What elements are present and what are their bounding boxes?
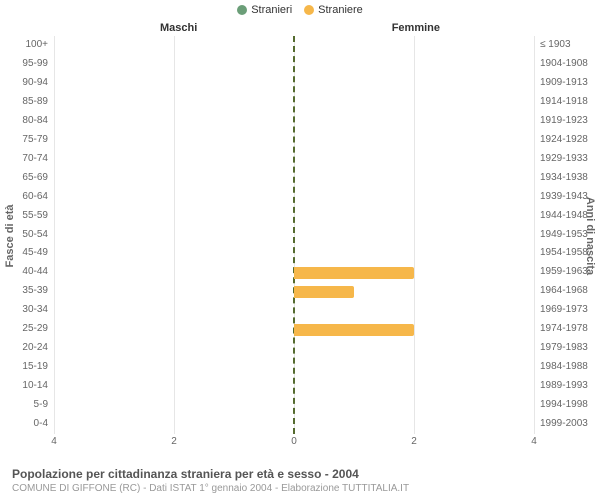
side-title-female: Femmine	[392, 22, 440, 34]
pyramid-row: 25-291974-1978	[54, 320, 534, 339]
pyramid-row: 75-791924-1928	[54, 131, 534, 150]
age-label: 20-24	[4, 339, 48, 358]
pyramid-row: 35-391964-1968	[54, 282, 534, 301]
birth-label: 1999-2003	[540, 415, 598, 434]
legend-label: Straniere	[318, 4, 363, 16]
birth-label: 1909-1913	[540, 74, 598, 93]
legend-label: Stranieri	[251, 4, 292, 16]
legend-dot-icon	[237, 5, 247, 15]
chart-subtitle: COMUNE DI GIFFONE (RC) - Dati ISTAT 1° g…	[12, 483, 588, 494]
pyramid-row: 65-691934-1938	[54, 169, 534, 188]
age-label: 70-74	[4, 150, 48, 169]
x-tick: 4	[51, 436, 57, 447]
birth-label: 1914-1918	[540, 93, 598, 112]
legend-item: Stranieri	[237, 4, 292, 16]
side-title-male: Maschi	[160, 22, 197, 34]
age-label: 60-64	[4, 188, 48, 207]
age-label: 50-54	[4, 226, 48, 245]
x-tick: 2	[171, 436, 177, 447]
birth-label: 1934-1938	[540, 169, 598, 188]
pyramid-row: 5-91994-1998	[54, 396, 534, 415]
age-label: 0-4	[4, 415, 48, 434]
x-tick: 4	[531, 436, 537, 447]
birth-label: 1904-1908	[540, 55, 598, 74]
birth-label: 1919-1923	[540, 112, 598, 131]
pyramid-row: 10-141989-1993	[54, 377, 534, 396]
birth-label: 1994-1998	[540, 396, 598, 415]
plot-area: 100+≤ 190395-991904-190890-941909-191385…	[54, 36, 534, 434]
birth-label: 1974-1978	[540, 320, 598, 339]
birth-label: 1979-1983	[540, 339, 598, 358]
age-label: 80-84	[4, 112, 48, 131]
chart-footer: Popolazione per cittadinanza straniera p…	[12, 467, 588, 494]
birth-label: 1929-1933	[540, 150, 598, 169]
bar-female	[294, 286, 354, 298]
age-label: 40-44	[4, 263, 48, 282]
birth-label: 1959-1963	[540, 263, 598, 282]
pyramid-row: 45-491954-1958	[54, 244, 534, 263]
pyramid-row: 0-41999-2003	[54, 415, 534, 434]
pyramid-row: 50-541949-1953	[54, 226, 534, 245]
age-label: 65-69	[4, 169, 48, 188]
birth-label: ≤ 1903	[540, 36, 598, 55]
age-label: 75-79	[4, 131, 48, 150]
birth-label: 1984-1988	[540, 358, 598, 377]
age-label: 35-39	[4, 282, 48, 301]
birth-label: 1989-1993	[540, 377, 598, 396]
pyramid-row: 85-891914-1918	[54, 93, 534, 112]
age-label: 30-34	[4, 301, 48, 320]
age-label: 85-89	[4, 93, 48, 112]
population-pyramid-chart: StranieriStraniere Maschi Femmine Fasce …	[0, 0, 600, 500]
pyramid-row: 90-941909-1913	[54, 74, 534, 93]
pyramid-row: 40-441959-1963	[54, 263, 534, 282]
birth-label: 1964-1968	[540, 282, 598, 301]
legend-item: Straniere	[304, 4, 363, 16]
pyramid-row: 95-991904-1908	[54, 55, 534, 74]
legend: Stranieri Straniere	[0, 4, 600, 18]
pyramid-row: 100+≤ 1903	[54, 36, 534, 55]
chart-title: Popolazione per cittadinanza straniera p…	[12, 467, 588, 481]
legend-dot-icon	[304, 5, 314, 15]
birth-label: 1924-1928	[540, 131, 598, 150]
age-label: 90-94	[4, 74, 48, 93]
pyramid-row: 30-341969-1973	[54, 301, 534, 320]
birth-label: 1954-1958	[540, 244, 598, 263]
x-axis: 4 2 0 2 4	[54, 436, 534, 452]
gridline	[534, 36, 535, 434]
pyramid-row: 60-641939-1943	[54, 188, 534, 207]
pyramid-row: 20-241979-1983	[54, 339, 534, 358]
x-tick: 2	[411, 436, 417, 447]
birth-label: 1939-1943	[540, 188, 598, 207]
age-label: 10-14	[4, 377, 48, 396]
pyramid-row: 70-741929-1933	[54, 150, 534, 169]
x-tick: 0	[291, 436, 297, 447]
age-label: 25-29	[4, 320, 48, 339]
age-label: 15-19	[4, 358, 48, 377]
age-label: 5-9	[4, 396, 48, 415]
birth-label: 1944-1948	[540, 207, 598, 226]
bar-female	[294, 267, 414, 279]
pyramid-row: 80-841919-1923	[54, 112, 534, 131]
age-label: 45-49	[4, 244, 48, 263]
age-label: 100+	[4, 36, 48, 55]
age-label: 95-99	[4, 55, 48, 74]
birth-label: 1949-1953	[540, 226, 598, 245]
bar-female	[294, 324, 414, 336]
pyramid-row: 55-591944-1948	[54, 207, 534, 226]
age-label: 55-59	[4, 207, 48, 226]
pyramid-row: 15-191984-1988	[54, 358, 534, 377]
birth-label: 1969-1973	[540, 301, 598, 320]
